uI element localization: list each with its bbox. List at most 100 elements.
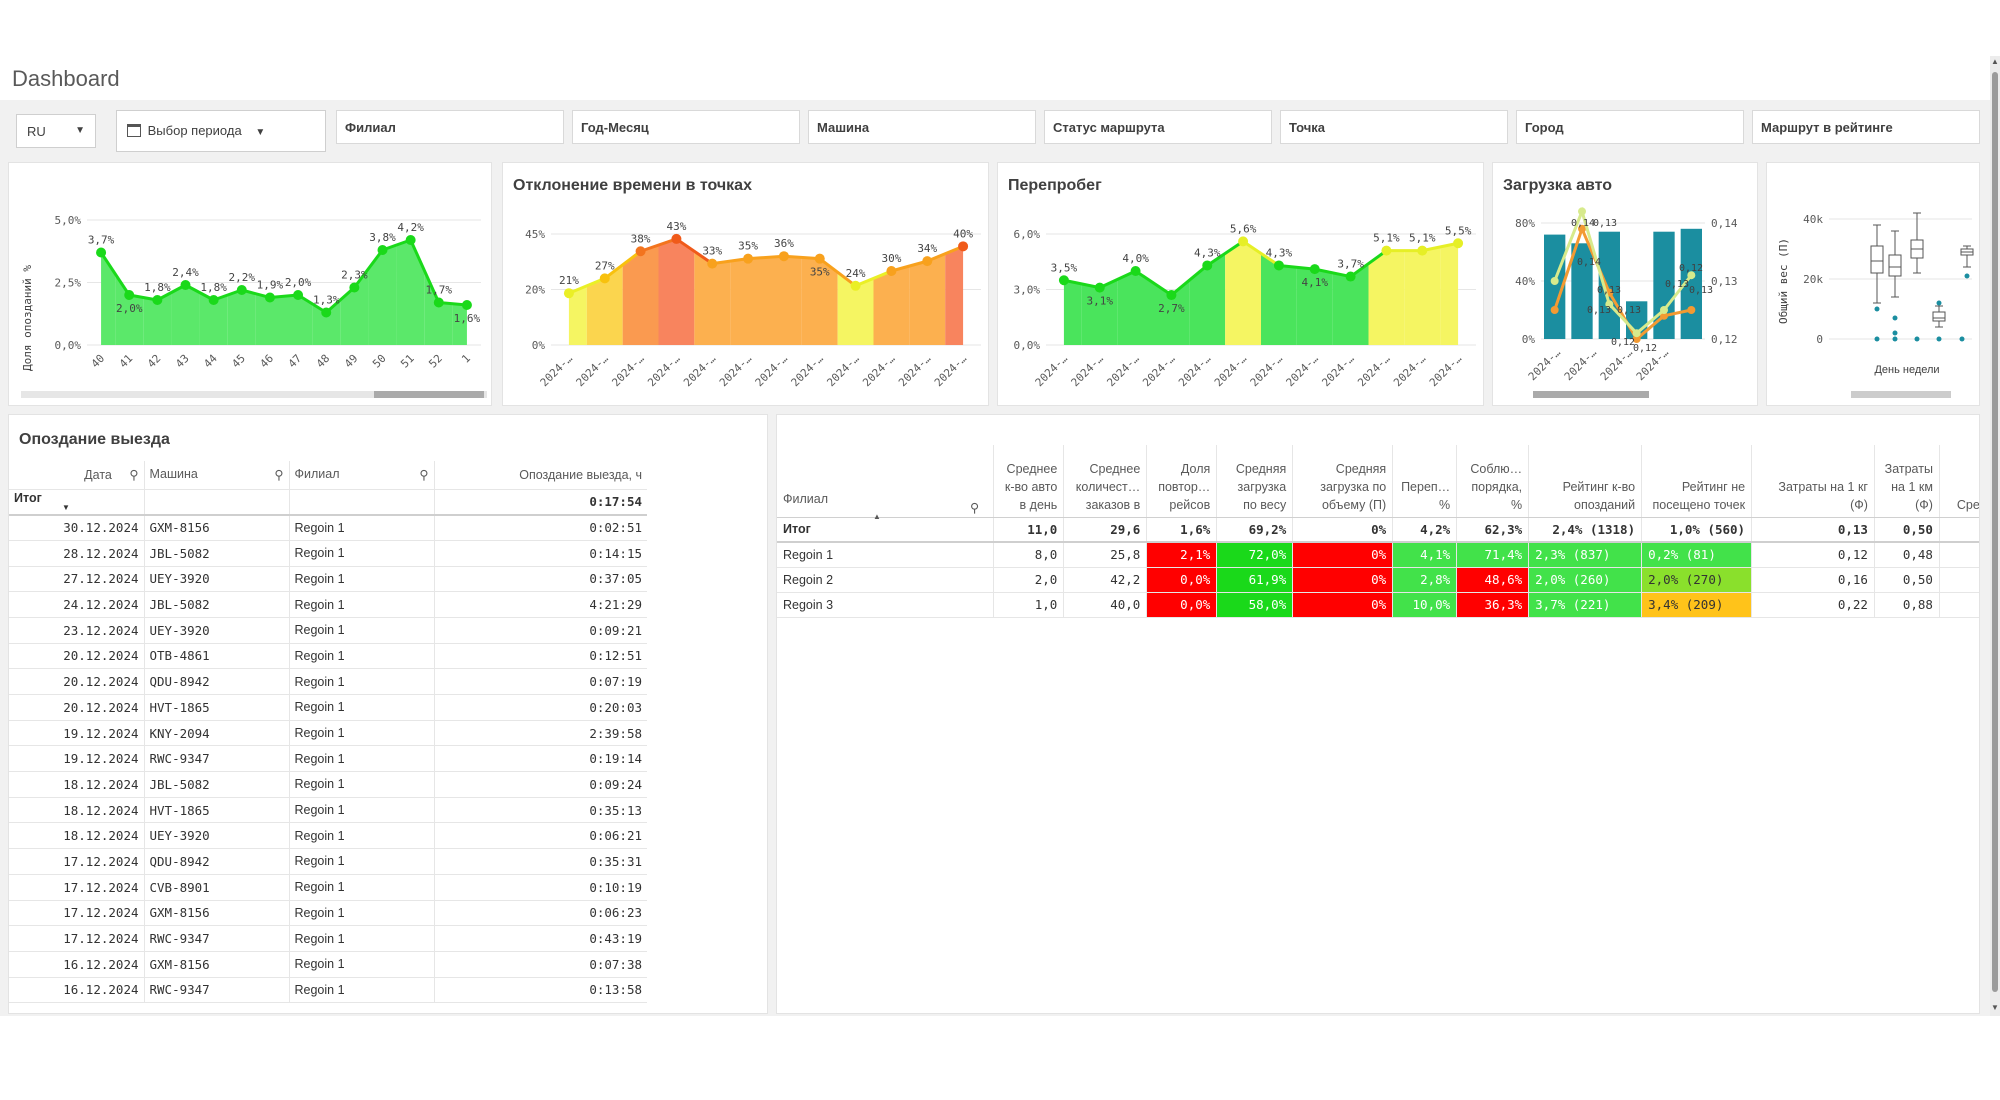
data-point[interactable] [635,246,646,257]
data-point[interactable] [96,247,107,258]
box-whisker[interactable] [1888,230,1902,298]
bar[interactable] [1571,243,1593,339]
scroll-down-icon[interactable]: ▼ [1991,1003,1999,1012]
bar[interactable] [1598,231,1620,339]
table-row[interactable]: 17.12.2024 QDU-8942 Regoin 1 0:35:31 [9,848,647,875]
bar[interactable] [1544,234,1566,339]
col-header[interactable]: Среднее к-во авто в день [993,445,1065,518]
data-point[interactable] [1687,306,1696,314]
data-point[interactable] [1202,260,1213,271]
data-point[interactable] [1453,238,1464,249]
scroll-up-icon[interactable]: ▲ [1991,57,1999,66]
col-header[interactable]: Затраты на 1 кг (Ф) [1751,445,1875,518]
data-point[interactable] [1130,266,1141,276]
data-point[interactable] [1660,306,1668,314]
col-header[interactable]: Соблю… порядка, % [1456,445,1530,518]
data-point[interactable] [264,292,275,303]
data-point[interactable] [349,282,360,293]
data-point[interactable] [1417,245,1428,256]
box-whisker[interactable] [1932,305,1946,328]
outlier-point[interactable] [1914,336,1920,342]
table-row[interactable]: 17.12.2024 CVB-8901 Regoin 1 0:10:19 [9,874,647,901]
h-scrollbar-thumb[interactable] [374,391,484,398]
data-point[interactable] [1687,271,1696,280]
table-row[interactable]: 27.12.2024 UEY-3920 Regoin 1 0:37:05 [9,566,647,593]
data-point[interactable] [1309,264,1320,275]
outlier-point[interactable] [1936,336,1942,342]
data-point[interactable] [1578,224,1586,233]
bar[interactable] [1653,231,1675,339]
col-header[interactable]: Затраты на 1 км (Ф) [1874,445,1940,518]
data-point[interactable] [886,266,897,276]
data-point[interactable] [814,253,825,264]
filter-box[interactable]: Филиал [336,110,564,144]
table-row[interactable]: 18.12.2024 JBL-5082 Regoin 1 0:09:24 [9,771,647,798]
data-point[interactable] [1550,306,1559,314]
table-row[interactable]: Regoin 1 8,0 25,8 2,1% 72,0% 0% 4,1% 71,4% 2,3% … [777,542,1979,568]
data-point[interactable] [671,233,682,244]
data-point[interactable] [850,280,861,291]
data-point[interactable] [236,285,247,295]
data-point[interactable] [433,297,444,308]
table-row[interactable]: 19.12.2024 KNY-2094 Regoin 1 2:39:58 [9,720,647,747]
col-header-car[interactable]: Машина ⚲ [144,461,290,490]
data-point[interactable] [180,280,191,290]
data-point[interactable] [1166,290,1177,301]
col-header-branch[interactable]: Филиал ⚲ [289,461,435,490]
data-point[interactable] [1094,282,1105,293]
table-row[interactable]: 20.12.2024 HVT-1865 Regoin 1 0:20:03 [9,694,647,721]
box-whisker[interactable] [1910,212,1924,274]
table-row[interactable]: 19.12.2024 RWC-9347 Regoin 1 0:19:14 [9,745,647,773]
outlier-point[interactable] [1892,330,1898,336]
data-point[interactable] [1660,311,1668,320]
data-point[interactable] [1058,275,1069,286]
data-point[interactable] [321,307,332,318]
col-header-date[interactable]: Дата ⚲ [9,461,145,490]
search-icon[interactable]: ⚲ [419,468,429,483]
data-point[interactable] [1381,245,1392,256]
table-row[interactable]: 17.12.2024 RWC-9347 Regoin 1 0:43:19 [9,925,647,952]
col-header[interactable]: Филиал ⚲ ▲ [777,445,995,521]
filter-box[interactable]: Маршрут в рейтинге [1752,110,1980,144]
data-point[interactable] [1273,260,1284,271]
filter-box[interactable]: Машина [808,110,1036,144]
outlier-point[interactable] [1892,336,1898,342]
h-scrollbar[interactable] [21,391,487,398]
filter-box[interactable]: Город [1516,110,1744,144]
table-row[interactable]: Regoin 2 2,0 42,2 0,0% 61,9% 0% 2,8% 48,6% 2,0% … [777,567,1979,593]
outlier-point[interactable] [1964,273,1970,279]
data-point[interactable] [377,245,388,255]
data-point[interactable] [1578,207,1586,216]
data-point[interactable] [599,273,610,284]
data-point[interactable] [124,290,135,300]
data-point[interactable] [1605,300,1614,309]
h-scrollbar-thumb[interactable] [1851,391,1951,398]
data-point[interactable] [743,253,754,264]
table-row[interactable]: 23.12.2024 UEY-3920 Regoin 1 0:09:21 [9,617,647,644]
search-icon[interactable]: ⚲ [970,501,980,515]
data-point[interactable] [958,241,969,252]
data-point[interactable] [152,295,163,305]
data-point[interactable] [1632,335,1641,343]
table-row[interactable]: 18.12.2024 HVT-1865 Regoin 1 0:35:13 [9,797,647,824]
filter-box[interactable]: Год-Месяц [572,110,800,144]
data-point[interactable] [461,300,472,310]
data-point[interactable] [1238,236,1249,247]
data-point[interactable] [208,295,219,305]
box-whisker[interactable] [1870,224,1884,304]
outlier-point[interactable] [1959,336,1965,342]
table-row[interactable]: 18.12.2024 UEY-3920 Regoin 1 0:06:21 [9,822,647,850]
data-point[interactable] [1550,277,1559,285]
table-row[interactable]: 16.12.2024 GXM-8156 Regoin 1 0:07:38 [9,951,647,978]
col-header[interactable]: Среднее количест… заказов в [1063,445,1148,518]
period-select[interactable]: Выбор периода ▼ [116,110,326,152]
outlier-point[interactable] [1936,300,1942,306]
col-header[interactable]: Рейтинг не посещено точек [1641,445,1753,518]
table-row[interactable]: 20.12.2024 OTB-4861 Regoin 1 0:12:51 [9,643,647,670]
language-select[interactable]: RU ▼ [16,114,96,148]
data-point[interactable] [563,288,574,299]
sort-desc-icon[interactable]: ▼ [62,503,70,513]
search-icon[interactable]: ⚲ [129,468,139,483]
data-point[interactable] [293,290,304,300]
table-row[interactable]: 28.12.2024 JBL-5082 Regoin 1 0:14:15 [9,540,647,567]
